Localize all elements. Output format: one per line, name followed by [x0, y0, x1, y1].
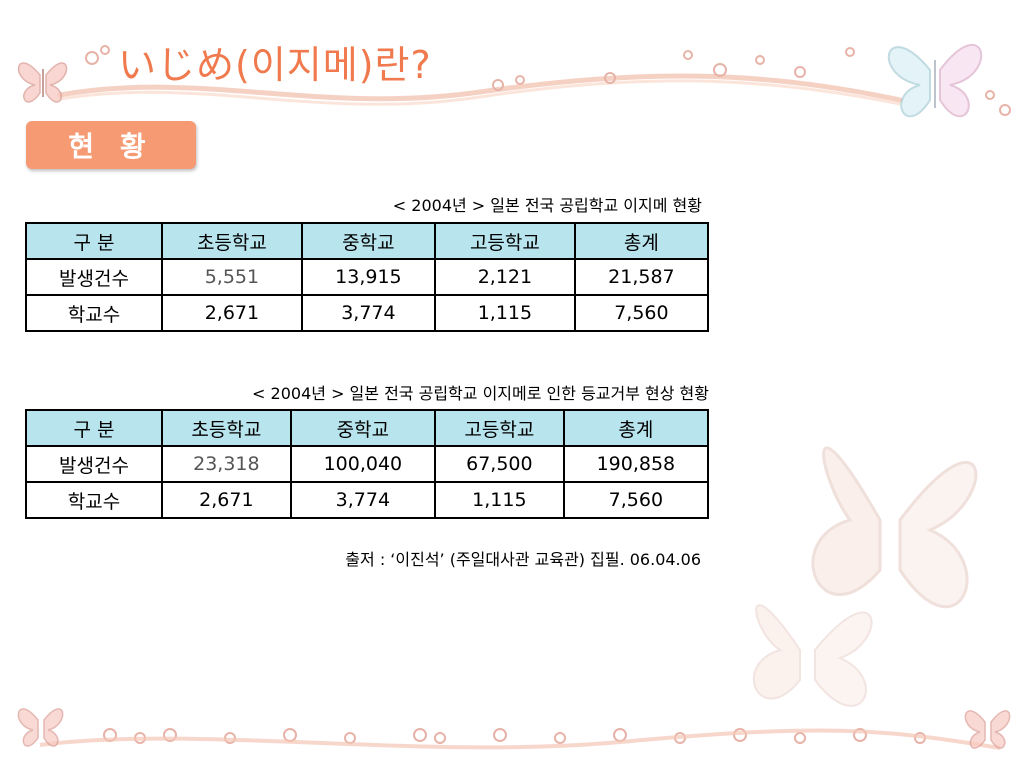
table-cell: 100,040 — [289, 445, 436, 483]
table-cell: 13,915 — [300, 258, 436, 296]
header-cell: 고등학교 — [433, 222, 576, 260]
header-cell: 초등학교 — [161, 409, 292, 447]
header-cell: 총계 — [573, 222, 710, 260]
header-cell: 구 분 — [25, 222, 163, 260]
table-cell: 21,587 — [573, 258, 710, 296]
table-cell: 7,560 — [562, 481, 710, 519]
header-cell: 총계 — [562, 409, 710, 447]
table-cell: 3,774 — [300, 294, 436, 332]
table-cell: 23,318 — [161, 445, 292, 483]
table-cell: 5,551 — [161, 258, 303, 296]
section-badge: 현 황 — [26, 121, 196, 169]
butterfly-icon — [964, 710, 1011, 749]
top-ribbon-swirl-inner — [59, 79, 901, 106]
table-cell: 3,774 — [289, 481, 436, 519]
table-row: 학교수 2,671 3,774 1,115 7,560 — [25, 294, 710, 332]
header-cell: 초등학교 — [161, 222, 303, 260]
table-header-row: 구 분 초등학교 중학교 고등학교 총계 — [25, 409, 710, 447]
row-label: 발생건수 — [25, 445, 163, 483]
table-row: 발생건수 5,551 13,915 2,121 21,587 — [25, 258, 710, 296]
bullying-stats-table: 구 분 초등학교 중학교 고등학교 총계 발생건수 5,551 13,915 2… — [25, 222, 710, 332]
row-label: 학교수 — [25, 294, 163, 332]
butterfly-icon — [752, 604, 873, 707]
table-row: 학교수 2,671 3,774 1,115 7,560 — [25, 481, 710, 519]
table-cell: 2,671 — [161, 294, 303, 332]
source-citation: 출저 : ‘이진석’ (주일대사관 교육관) 집필. 06.04.06 — [345, 550, 701, 569]
top-bubble-chain — [85, 45, 1011, 116]
header-cell: 구 분 — [25, 409, 163, 447]
table-cell: 1,115 — [433, 481, 565, 519]
slide-title: いじめ(이지메)란? — [118, 43, 432, 87]
table2-caption: < 2004년 > 일본 전국 공립학교 이지메로 인한 등교거부 현상 현황 — [252, 384, 709, 403]
table-header-row: 구 분 초등학교 중학교 고등학교 총계 — [25, 222, 710, 260]
header-cell: 고등학교 — [433, 409, 565, 447]
butterfly-icon — [811, 446, 978, 609]
table-row: 발생건수 23,318 100,040 67,500 190,858 — [25, 445, 710, 483]
butterfly-icon — [887, 43, 983, 118]
butterfly-icon — [18, 62, 68, 103]
table-cell: 1,115 — [433, 294, 576, 332]
row-label: 발생건수 — [25, 258, 163, 296]
table-cell: 67,500 — [433, 445, 565, 483]
row-label: 학교수 — [25, 481, 163, 519]
butterfly-icon — [17, 708, 64, 747]
table1-caption: < 2004년 > 일본 전국 공립학교 이지메 현황 — [392, 196, 702, 215]
bottom-bubble-chain — [103, 728, 926, 744]
bottom-ribbon-swirl — [39, 728, 1001, 750]
truancy-stats-table: 구 분 초등학교 중학교 고등학교 총계 발생건수 23,318 100,040… — [25, 409, 710, 519]
table-cell: 2,121 — [433, 258, 576, 296]
header-cell: 중학교 — [300, 222, 436, 260]
header-cell: 중학교 — [289, 409, 436, 447]
table-cell: 7,560 — [573, 294, 710, 332]
table-cell: 190,858 — [562, 445, 710, 483]
table-cell: 2,671 — [161, 481, 292, 519]
top-ribbon-swirl — [57, 73, 903, 103]
